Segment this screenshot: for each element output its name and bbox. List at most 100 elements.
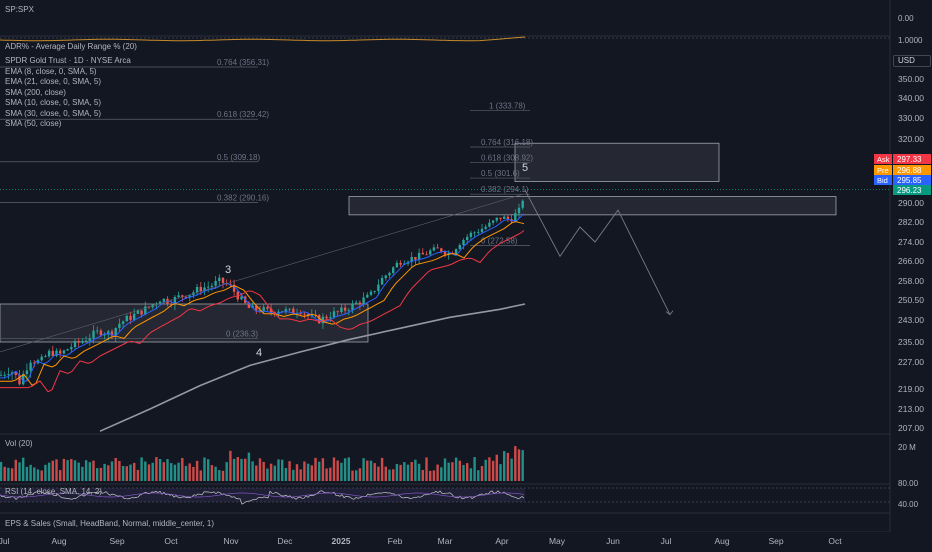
volume-bar bbox=[192, 467, 195, 481]
x-tick-label: May bbox=[549, 536, 566, 546]
candle-body bbox=[114, 328, 117, 336]
currency-label[interactable]: USD bbox=[893, 55, 931, 67]
sma-200-line[interactable] bbox=[99, 303, 526, 432]
candle-body bbox=[288, 308, 291, 310]
y-tick-label: 340.00 bbox=[898, 93, 924, 103]
volume-bar bbox=[0, 461, 3, 481]
vol-axis-label: 20 M bbox=[898, 443, 916, 452]
y-tick-label: 266.00 bbox=[898, 256, 924, 266]
candle-body bbox=[214, 281, 217, 286]
fib-label-4: 0 (236.3) bbox=[226, 329, 258, 338]
x-tick-label: Mar bbox=[438, 536, 453, 546]
wave-label-5[interactable]: 5 bbox=[522, 162, 528, 174]
vol-label[interactable]: Vol (20) bbox=[5, 439, 33, 448]
candle-body bbox=[66, 349, 69, 351]
projection-path[interactable] bbox=[524, 189, 671, 315]
legend-item-3[interactable]: SMA (200, close) bbox=[5, 87, 66, 97]
candle-body bbox=[292, 308, 295, 314]
volume-bar bbox=[443, 458, 447, 481]
legend-item-4[interactable]: SMA (10, close, 0, SMA, 5) bbox=[5, 98, 102, 107]
candle-body bbox=[7, 374, 10, 375]
candle-body bbox=[118, 323, 121, 328]
x-tick-label: Sep bbox=[109, 536, 124, 546]
candle-body bbox=[332, 311, 336, 318]
volume-bar bbox=[377, 466, 380, 481]
fib2-label-1: 0.764 (316.18) bbox=[481, 138, 533, 147]
candle-body bbox=[484, 226, 487, 229]
volume-bar bbox=[244, 458, 247, 481]
volume-bar bbox=[466, 463, 469, 481]
volume-bar bbox=[22, 457, 25, 481]
sma-50-line[interactable] bbox=[0, 230, 525, 393]
x-tick-label: Jul bbox=[661, 536, 672, 546]
y-tick-label: 330.00 bbox=[898, 113, 924, 123]
candle-body bbox=[269, 308, 273, 313]
volume-bar bbox=[325, 468, 328, 481]
y-tick-label: 235.00 bbox=[898, 337, 924, 347]
candle-body bbox=[380, 278, 384, 285]
legend-item-5[interactable]: SMA (30, close, 0, SMA, 5) bbox=[5, 108, 102, 118]
candle-body bbox=[488, 222, 491, 227]
volume-bar bbox=[266, 468, 269, 481]
eps-label[interactable]: EPS & Sales (Small, HeadBand, Normal, mi… bbox=[5, 519, 214, 528]
volume-bar bbox=[273, 465, 276, 481]
candle-body bbox=[51, 350, 54, 356]
volume-bar bbox=[436, 464, 439, 481]
rsi-label[interactable]: RSI (14, close, SMA, 14, 2) bbox=[5, 487, 102, 496]
volume-bar bbox=[47, 462, 51, 481]
trend-channel-line[interactable] bbox=[0, 194, 523, 353]
volume-bar bbox=[351, 470, 354, 481]
volume-bar bbox=[358, 468, 362, 481]
volume-bar bbox=[232, 458, 236, 481]
top-symbol-label[interactable]: SP:SPX bbox=[5, 5, 34, 14]
y-tick-label: 350.00 bbox=[898, 74, 924, 84]
candle-body bbox=[184, 296, 188, 298]
svg-text:Ask: Ask bbox=[877, 155, 890, 164]
candle-body bbox=[3, 374, 6, 376]
candle-body bbox=[355, 302, 358, 304]
y-tick-label: 227.00 bbox=[898, 357, 924, 367]
legend-item-6[interactable]: SMA (50, close) bbox=[5, 119, 62, 128]
volume-bar bbox=[503, 451, 506, 481]
wave-label-4[interactable]: 4 bbox=[256, 347, 262, 359]
candle-body bbox=[14, 372, 17, 375]
volume-bar bbox=[181, 458, 184, 481]
legend-item-0[interactable]: SPDR Gold Trust · 1D · NYSE Arca bbox=[5, 56, 131, 65]
candle-body bbox=[0, 374, 3, 376]
y-tick-label: 207.00 bbox=[898, 423, 924, 433]
volume-bar bbox=[136, 469, 140, 481]
zone-box-0[interactable] bbox=[0, 303, 369, 343]
candle-body bbox=[107, 331, 110, 335]
volume-bar bbox=[506, 452, 510, 481]
volume-bar bbox=[347, 457, 350, 481]
volume-bar bbox=[343, 458, 347, 481]
adr-label[interactable]: ADR% - Average Daily Range % (20) bbox=[5, 42, 137, 51]
volume-bar bbox=[281, 459, 284, 481]
candle-body bbox=[188, 295, 191, 298]
candle-body bbox=[88, 338, 91, 341]
volume-bar bbox=[18, 462, 21, 481]
candle-body bbox=[503, 216, 506, 219]
x-tick-label: Apr bbox=[495, 536, 508, 546]
candle-body bbox=[99, 330, 103, 336]
volume-bar bbox=[488, 457, 491, 481]
y-tick-label: 219.00 bbox=[898, 384, 924, 394]
candle-body bbox=[133, 313, 136, 320]
wave-label-3[interactable]: 3 bbox=[225, 264, 231, 276]
candle-body bbox=[329, 317, 332, 319]
ema-21-line[interactable] bbox=[0, 221, 525, 386]
zone-box-1[interactable] bbox=[348, 196, 837, 216]
legend-item-2[interactable]: EMA (21, close, 0, SMA, 5) bbox=[5, 77, 102, 86]
zone-box-2[interactable] bbox=[514, 142, 720, 182]
volume-bar bbox=[284, 468, 288, 481]
candle-body bbox=[466, 236, 469, 240]
candle-body bbox=[84, 340, 88, 342]
candle-body bbox=[336, 311, 339, 313]
candle-body bbox=[436, 247, 439, 249]
candle-body bbox=[92, 330, 95, 339]
legend-item-1[interactable]: EMA (8, close, 0, SMA, 5) bbox=[5, 66, 97, 76]
fib2-label-2: 0.618 (308.92) bbox=[481, 153, 533, 162]
rsi-line[interactable] bbox=[0, 490, 525, 505]
candle-body bbox=[447, 253, 450, 255]
